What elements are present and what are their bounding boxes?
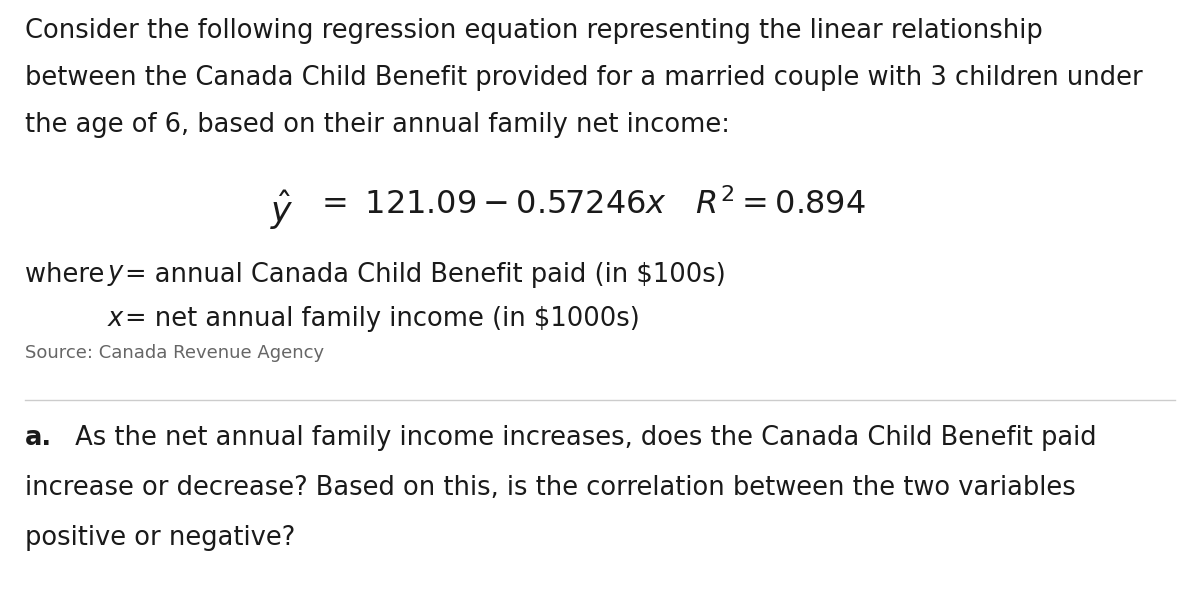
Text: a.: a. bbox=[25, 425, 52, 451]
Text: $\hat{y}$: $\hat{y}$ bbox=[270, 188, 294, 232]
Text: $x$: $x$ bbox=[107, 306, 125, 332]
Text: = annual Canada Child Benefit paid (in $100s): = annual Canada Child Benefit paid (in $… bbox=[125, 262, 726, 288]
Text: Consider the following regression equation representing the linear relationship: Consider the following regression equati… bbox=[25, 18, 1043, 44]
Text: = net annual family income (in $1000s): = net annual family income (in $1000s) bbox=[125, 306, 640, 332]
Text: $= \ 121.09 - 0.57246x \quad R^2 = 0.894$: $= \ 121.09 - 0.57246x \quad R^2 = 0.894… bbox=[314, 188, 865, 221]
Text: As the net annual family income increases, does the Canada Child Benefit paid: As the net annual family income increase… bbox=[67, 425, 1097, 451]
Text: positive or negative?: positive or negative? bbox=[25, 525, 295, 551]
Text: increase or decrease? Based on this, is the correlation between the two variable: increase or decrease? Based on this, is … bbox=[25, 475, 1075, 501]
Text: Source: Canada Revenue Agency: Source: Canada Revenue Agency bbox=[25, 344, 324, 362]
Text: where: where bbox=[25, 262, 113, 288]
Text: $y$: $y$ bbox=[107, 262, 125, 288]
Text: the age of 6, based on their annual family net income:: the age of 6, based on their annual fami… bbox=[25, 112, 730, 138]
Text: between the Canada Child Benefit provided for a married couple with 3 children u: between the Canada Child Benefit provide… bbox=[25, 65, 1142, 91]
